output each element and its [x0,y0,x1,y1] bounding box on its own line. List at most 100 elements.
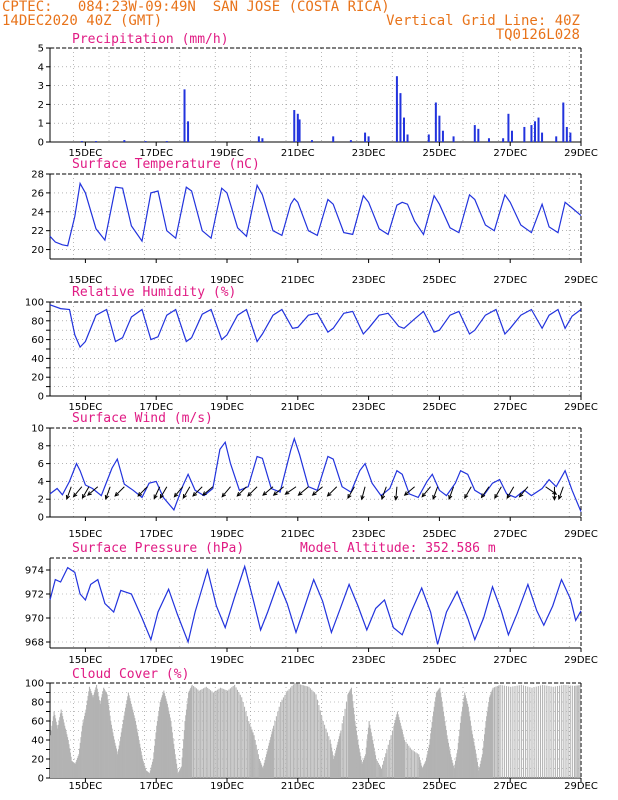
wind-arrow [557,486,564,501]
panel6-cloud-bar [546,685,548,778]
wind-arrow [297,486,309,496]
panel6-cloud-bar [552,686,554,778]
panel6-cloud-bar [493,687,496,778]
panel6-cloud-bar [265,754,268,778]
panel6-cloud-bar [361,763,363,778]
panel2-xtick-label: 19DEC [210,275,244,286]
panel6-cloud-bar [138,740,140,778]
panel6-cloud-bar [305,686,307,778]
panel6-cloud-bar [396,714,398,778]
panel1-bar [487,138,490,142]
panel6-ytick-label: 20 [31,755,44,766]
panel6-cloud-bar [200,689,202,778]
panel6-cloud-bar [518,685,520,778]
panel5-xtick-label: 15DEC [69,655,103,666]
panel6-cloud-bar [154,745,156,778]
panel3-xtick-label: 27DEC [493,402,527,413]
panel6-cloud-bar [130,703,132,778]
panel6-cloud-bar [101,694,103,778]
panel6-cloud-bar [285,692,287,778]
panel6-cloud-bar [462,702,464,778]
panel6-cloud-bar [277,711,279,778]
panel6-cloud-bar [129,698,131,778]
panel6-cloud-bar [132,712,134,778]
panel1-bar [364,132,367,142]
panel6-cloud-bar [267,748,269,778]
wind-arrow [360,486,366,501]
panel6-cloud-bar [150,767,152,778]
panel6-cloud-bar [482,747,484,778]
panel6-cloud-bar [185,709,188,778]
panel6-cloud-bar [457,749,459,778]
panel6-cloud-bar [275,716,277,778]
panel6-cloud-bar [96,688,98,778]
panel6-xtick-label: 27DEC [493,781,527,792]
panel6-cloud-bar [258,759,260,778]
panel6-cloud-bar [178,770,180,778]
panel6-cloud-bar [52,716,54,778]
panel3-title: Relative Humidity (%) [72,285,236,300]
panel6-cloud-bar [62,719,64,778]
panel6-cloud-bar [108,705,110,778]
panel6-cloud-bar [314,692,316,778]
panel6-cloud-bar [169,717,171,778]
panel6-cloud-bar [224,689,226,778]
panel6-cloud-bar [56,725,58,778]
panel6-cloud-bar [140,751,142,778]
panel6-cloud-bar [491,691,493,778]
panel6-cloud-bar [144,765,146,778]
panel2-xtick-label: 15DEC [69,275,103,286]
panel2-ytick-label: 22 [31,226,44,237]
panel6-cloud-bar [79,748,81,778]
panel6-cloud-bar [463,697,465,778]
panel6-cloud-bar [52,721,54,778]
panel6-cloud-bar [59,713,62,778]
panel6-cloud-bar [398,717,400,778]
panel6-cloud-bar [110,721,112,778]
panel6-cloud-bar [343,716,345,778]
panel6-cloud-bar [337,741,339,778]
panel6-cloud-bar [251,729,253,778]
panel1-bar [555,136,558,142]
panel6-cloud-bar [391,730,394,778]
panel6-cloud-bar [264,759,266,778]
panel4-ytick-label: 10 [31,424,44,435]
panel6-cloud-bar [336,744,338,778]
panel3-xtick-label: 25DEC [423,402,457,413]
panel6-cloud-bar [437,690,439,778]
panel6-cloud-bar [486,711,488,778]
panel6-cloud-bar [527,686,529,778]
panel6-cloud-bar [561,685,563,778]
panel6-cloud-bar [351,694,353,778]
panel6-cloud-bar [563,684,565,778]
panel6-cloud-bar [79,742,81,778]
panel6-cloud-bar [215,690,217,778]
panel6-cloud-bar [302,685,304,778]
panel6-cloud-bar [83,716,86,778]
panel6-cloud-bar [292,684,294,778]
panel6-cloud-bar [542,684,544,778]
panel6-cloud-bar [239,694,241,778]
panel6-cloud-bar [433,706,435,778]
panel6-cloud-bar [533,687,535,778]
panel6-cloud-bar [370,732,372,778]
panel3-ytick-label: 40 [31,354,44,365]
panel6-cloud-bar [496,686,498,778]
panel6-cloud-bar [348,691,350,778]
panel6-cloud-bar [217,689,219,778]
panel6-cloud-bar [435,692,437,778]
panel6-cloud-bar [280,702,282,778]
panel6-cloud-bar [178,771,180,778]
panel6-cloud-bar [263,762,265,778]
panel6-cloud-bar [212,692,214,778]
panel4-ytick-label: 2 [38,495,44,506]
panel3-ytick-label: 80 [31,316,44,327]
panel6-cloud-bar [363,758,365,778]
panel6-cloud-bar [164,695,166,778]
panel1-bar [406,134,409,142]
panel6-cloud-bar [204,687,206,778]
panel1-bar [541,132,544,142]
panel6-cloud-bar [243,706,246,778]
panel1-bar [298,119,301,142]
panel6-cloud-bar [345,701,348,778]
